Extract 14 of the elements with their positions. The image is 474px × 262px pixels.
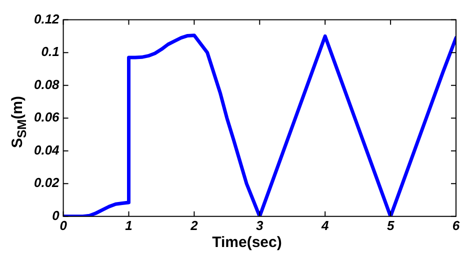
x-tick-label: 2 [190,218,199,233]
x-axis-title: Time(sec) [211,234,283,251]
x-tick-label: 6 [452,218,460,233]
y-tick-label: 0.08 [34,76,60,92]
x-tick-label: 4 [320,218,330,233]
y-tick-label: 0.02 [34,175,60,190]
y-tick-label: 0.04 [34,142,60,158]
x-tick-label: 3 [256,218,264,233]
x-tick-label: 1 [125,218,132,233]
x-tick-label: 5 [386,218,395,233]
y-tick-label: 0.12 [34,11,60,26]
y-tick-label: 0 [52,208,60,223]
y-tick-label: 0.1 [41,44,60,60]
y-tick-label: 0.06 [34,110,60,125]
